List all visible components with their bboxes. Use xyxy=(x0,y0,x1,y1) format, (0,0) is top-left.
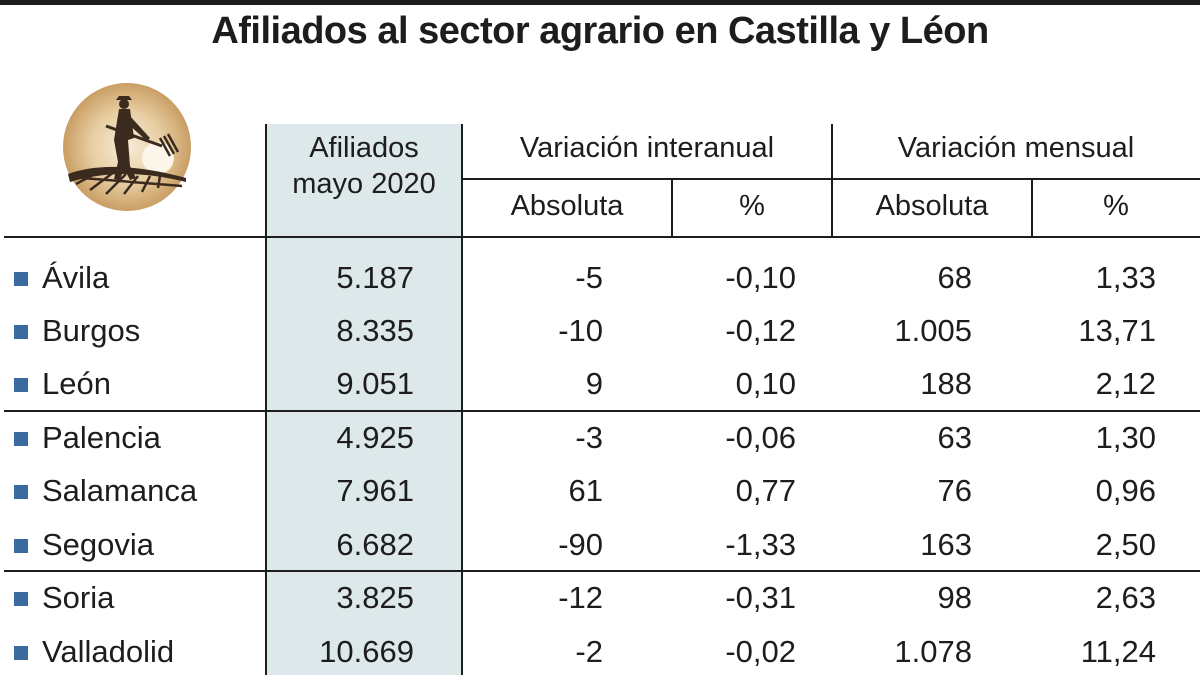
cell-inter-abs: 61 xyxy=(568,473,603,508)
province-name: Valladolid xyxy=(42,634,175,669)
province-name: Segovia xyxy=(42,527,155,562)
cell-mens-abs: 163 xyxy=(920,527,972,562)
cell-inter-abs: 9 xyxy=(585,366,603,401)
row-bullet xyxy=(14,539,28,553)
afiliados-column-shade xyxy=(266,124,462,675)
cell-inter-pct: 0,77 xyxy=(735,473,796,508)
cell-mens-pct: 13,71 xyxy=(1078,313,1156,348)
cell-mens-abs: 188 xyxy=(920,366,972,401)
cell-inter-abs: -90 xyxy=(558,527,603,562)
cell-mens-abs: 1.005 xyxy=(894,313,972,348)
cell-mens-abs: 1.078 xyxy=(894,634,972,669)
province-name: Ávila xyxy=(42,260,110,295)
header-absoluta-mensual: Absoluta xyxy=(875,190,989,222)
province-name: Palencia xyxy=(42,420,161,455)
cell-inter-abs: -12 xyxy=(558,580,603,615)
column-divider-3 xyxy=(671,180,673,236)
cell-mens-pct: 1,30 xyxy=(1095,420,1156,455)
cell-inter-pct: -0,10 xyxy=(725,260,796,295)
row-bullet xyxy=(14,325,28,339)
cell-inter-pct: -0,12 xyxy=(725,313,796,348)
row-bullet xyxy=(14,432,28,446)
farmer-with-pitchfork-icon xyxy=(63,83,191,211)
row-bullet xyxy=(14,485,28,499)
cell-inter-pct: 0,10 xyxy=(735,366,796,401)
cell-mens-abs: 68 xyxy=(937,260,972,295)
header-absoluta-interanual: Absoluta xyxy=(510,190,624,222)
cell-mens-pct: 2,50 xyxy=(1095,527,1156,562)
cell-mens-abs: 76 xyxy=(937,473,972,508)
column-divider-1 xyxy=(265,124,267,675)
cell-mens-pct: 11,24 xyxy=(1080,634,1156,669)
column-divider-2 xyxy=(461,124,463,675)
cell-mens-pct: 1,33 xyxy=(1095,260,1156,295)
cell-afiliados: 9.051 xyxy=(336,366,414,401)
header-afiliados-line2: mayo 2020 xyxy=(292,168,436,200)
top-rule xyxy=(0,0,1200,5)
cell-mens-pct: 0,96 xyxy=(1095,473,1156,508)
cell-afiliados: 4.925 xyxy=(336,420,414,455)
row-bullet xyxy=(14,646,28,660)
chart-title: Afiliados al sector agrario en Castilla … xyxy=(211,10,989,52)
cell-mens-abs: 63 xyxy=(937,420,972,455)
row-bullet xyxy=(14,592,28,606)
group-divider-1 xyxy=(4,410,1200,412)
province-name: León xyxy=(42,366,111,401)
cell-afiliados: 7.961 xyxy=(336,473,414,508)
cell-mens-pct: 2,12 xyxy=(1095,366,1156,401)
cell-inter-pct: -1,33 xyxy=(725,527,796,562)
province-name: Burgos xyxy=(42,313,141,348)
cell-inter-abs: -10 xyxy=(558,313,603,348)
cell-afiliados: 3.825 xyxy=(336,580,414,615)
cell-afiliados: 5.187 xyxy=(336,260,414,295)
cell-inter-abs: -5 xyxy=(575,260,603,295)
cell-afiliados: 8.335 xyxy=(336,313,414,348)
row-bullet xyxy=(14,272,28,286)
cell-inter-pct: -0,06 xyxy=(725,420,796,455)
cell-mens-abs: 98 xyxy=(937,580,972,615)
cell-afiliados: 10.669 xyxy=(319,634,414,669)
cell-afiliados: 6.682 xyxy=(336,527,414,562)
cell-inter-pct: -0,31 xyxy=(725,580,796,615)
province-name: Soria xyxy=(42,580,115,615)
header-variacion-interanual: Variación interanual xyxy=(519,132,775,164)
cell-inter-abs: -2 xyxy=(575,634,603,669)
cell-inter-pct: -0,02 xyxy=(725,634,796,669)
group-divider-2 xyxy=(4,570,1200,572)
header-variacion-mensual: Variación mensual xyxy=(897,132,1135,164)
header-afiliados: Afiliados mayo 2020 xyxy=(266,130,462,202)
cell-mens-pct: 2,63 xyxy=(1095,580,1156,615)
header-pct-mensual: % xyxy=(1103,190,1129,222)
header-afiliados-line1: Afiliados xyxy=(309,132,419,164)
column-divider-5 xyxy=(1031,180,1033,236)
header-pct-interanual: % xyxy=(739,190,765,222)
column-divider-4 xyxy=(831,124,833,236)
cell-inter-abs: -3 xyxy=(575,420,603,455)
province-name: Salamanca xyxy=(42,473,198,508)
header-bottom-rule xyxy=(4,236,1200,238)
row-bullet xyxy=(14,378,28,392)
